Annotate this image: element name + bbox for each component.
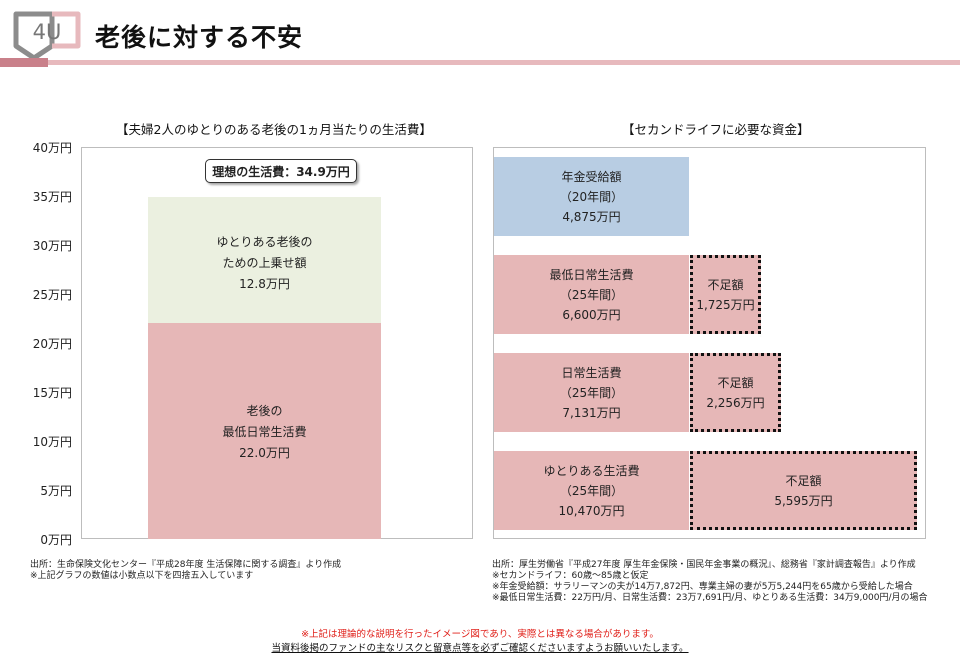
right-note-source: 出所：厚生労働省『平成27年度 厚生年金保険・国民年金事業の概況』、総務省『家計… [492, 560, 916, 570]
row-daily-period: （25年間） [559, 385, 624, 400]
right-note-second-life: ※セカンドライフ：60歳～85歳と仮定 [492, 571, 649, 581]
bar-top-line2: ための上乗せ額 [222, 256, 307, 270]
shortfall-daily-value: 2,256万円 [706, 395, 765, 410]
shortfall-minimum: 不足額 1,725万円 [690, 255, 761, 334]
row-pension-amount: 4,875万円 [562, 209, 621, 224]
bar-base-value: 22.0万円 [239, 446, 290, 460]
shortfall-daily: 不足額 2,256万円 [690, 353, 781, 432]
row-comfortable-cost: ゆとりある生活費 （25年間） 10,470万円 [494, 451, 689, 530]
bar-base-line1: 老後の [246, 404, 283, 418]
disclaimer-line2-text: 当資料後掲のファンドの主なリスクと留意点等を必ずご確認くださいますようお願いいた… [271, 643, 689, 654]
right-notes: 出所：厚生労働省『平成27年度 厚生年金保険・国民年金事業の概況』、総務省『家計… [492, 560, 928, 604]
bar-top-line1: ゆとりある老後の [216, 235, 313, 249]
disclaimer-line1: ※上記は理論的な説明を行ったイメージ図であり、実際とは異なる場合があります。 [301, 629, 659, 640]
right-note-pension: ※年金受給額：サラリーマンの夫が14万7,872円、専業主婦の妻が5万5,244… [492, 582, 913, 592]
row-daily-amount: 7,131万円 [562, 405, 621, 420]
right-chart-title: 【セカンドライフに必要な資金】 [622, 122, 810, 137]
row-minimum-cost: 最低日常生活費 （25年間） 6,600万円 [494, 255, 689, 334]
y-tick-label: 15万円 [32, 386, 72, 400]
logo-text: 4U [33, 20, 62, 44]
shortfall-daily-label: 不足額 [717, 375, 754, 390]
row-comfortable-period: （25年間） [559, 483, 624, 498]
left-chart-title: 【夫婦2人のゆとりのある老後の1ヵ月当たりの生活費】 [116, 122, 432, 137]
y-tick-label: 20万円 [32, 337, 72, 351]
row-minimum-amount: 6,600万円 [562, 307, 621, 322]
y-tick-label: 35万円 [32, 190, 72, 204]
ideal-living-cost-callout: 理想の生活費：34.9万円 [205, 159, 357, 183]
y-tick-label: 5万円 [40, 484, 72, 498]
row-pension: 年金受給額 （20年間） 4,875万円 [494, 157, 689, 236]
y-tick-label: 10万円 [32, 435, 72, 449]
right-chart-frame [493, 147, 926, 539]
left-notes: 出所：生命保険文化センター『平成28年度 生活保障に関する調査』より作成 ※上記… [30, 560, 341, 582]
bar-base-line2: 最低日常生活費 [222, 425, 307, 439]
y-tick-label: 30万円 [32, 239, 72, 253]
row-daily-cost: 日常生活費 （25年間） 7,131万円 [494, 353, 689, 432]
title-rule-accent [0, 58, 48, 67]
shortfall-minimum-label: 不足額 [707, 277, 744, 292]
disclaimer-line2: 当資料後掲のファンドの主なリスクと留意点等を必ずご確認くださいますようお願いいた… [0, 640, 960, 654]
left-note-rounding: ※上記グラフの数値は小数点以下を四捨五入しています [30, 571, 254, 581]
title-rule [0, 60, 960, 65]
left-note-source: 出所：生命保険文化センター『平成28年度 生活保障に関する調査』より作成 [30, 560, 342, 570]
bar-base-label: 老後の 最低日常生活費 22.0万円 [148, 401, 381, 464]
bar-comfort-extra [148, 196, 381, 324]
shortfall-comfortable-value: 5,595万円 [774, 493, 833, 508]
row-pension-label: 年金受給額 [561, 169, 622, 184]
header: 4U 老後に対する不安 [0, 0, 960, 70]
bar-top-label: ゆとりある老後の ための上乗せ額 12.8万円 [148, 232, 381, 295]
row-comfortable-label: ゆとりある生活費 [543, 463, 640, 478]
row-comfortable-amount: 10,470万円 [558, 503, 625, 518]
right-note-costs: ※最低日常生活費：22万円/月、日常生活費：23万7,691円/月、ゆとりある生… [492, 593, 928, 603]
y-tick-label: 0万円 [40, 533, 72, 547]
y-tick-label: 40万円 [32, 141, 72, 155]
row-minimum-label: 最低日常生活費 [549, 267, 634, 282]
y-tick-label: 25万円 [32, 288, 72, 302]
row-minimum-period: （25年間） [559, 287, 624, 302]
bar-minimum-living-cost [148, 323, 381, 539]
shortfall-comfortable-label: 不足額 [785, 473, 822, 488]
shortfall-comfortable: 不足額 5,595万円 [690, 451, 917, 530]
page-title: 老後に対する不安 [95, 23, 304, 52]
bar-top-value: 12.8万円 [239, 277, 290, 291]
row-daily-label: 日常生活費 [561, 365, 622, 380]
shortfall-minimum-value: 1,725万円 [696, 297, 755, 312]
4u-logo-icon: 4U [13, 11, 81, 61]
row-pension-period: （20年間） [559, 189, 624, 204]
